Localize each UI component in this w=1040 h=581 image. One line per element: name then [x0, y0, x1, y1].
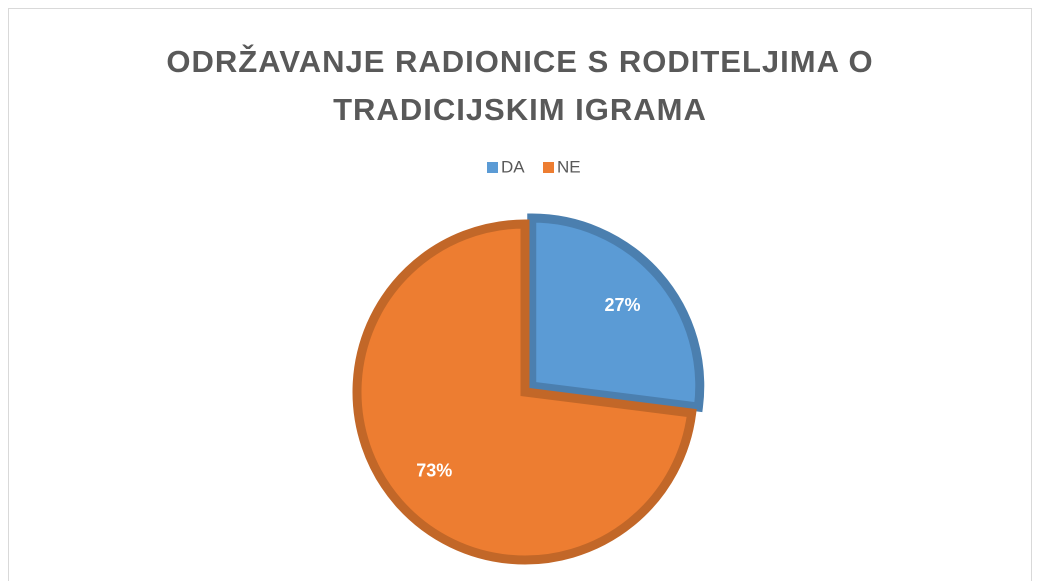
data-label: 73%: [416, 461, 452, 481]
legend-label: DA: [501, 157, 525, 176]
legend-label: NE: [557, 157, 581, 176]
pie-slice: [527, 213, 705, 413]
data-label: 27%: [604, 295, 640, 315]
chart-title: ODRŽAVANJE RADIONICE S RODITELJIMA O TRA…: [166, 44, 874, 127]
legend-swatch: [543, 162, 554, 173]
pie-slice: [352, 219, 697, 565]
chart-frame: [8, 8, 1032, 581]
legend-swatch: [487, 162, 498, 173]
